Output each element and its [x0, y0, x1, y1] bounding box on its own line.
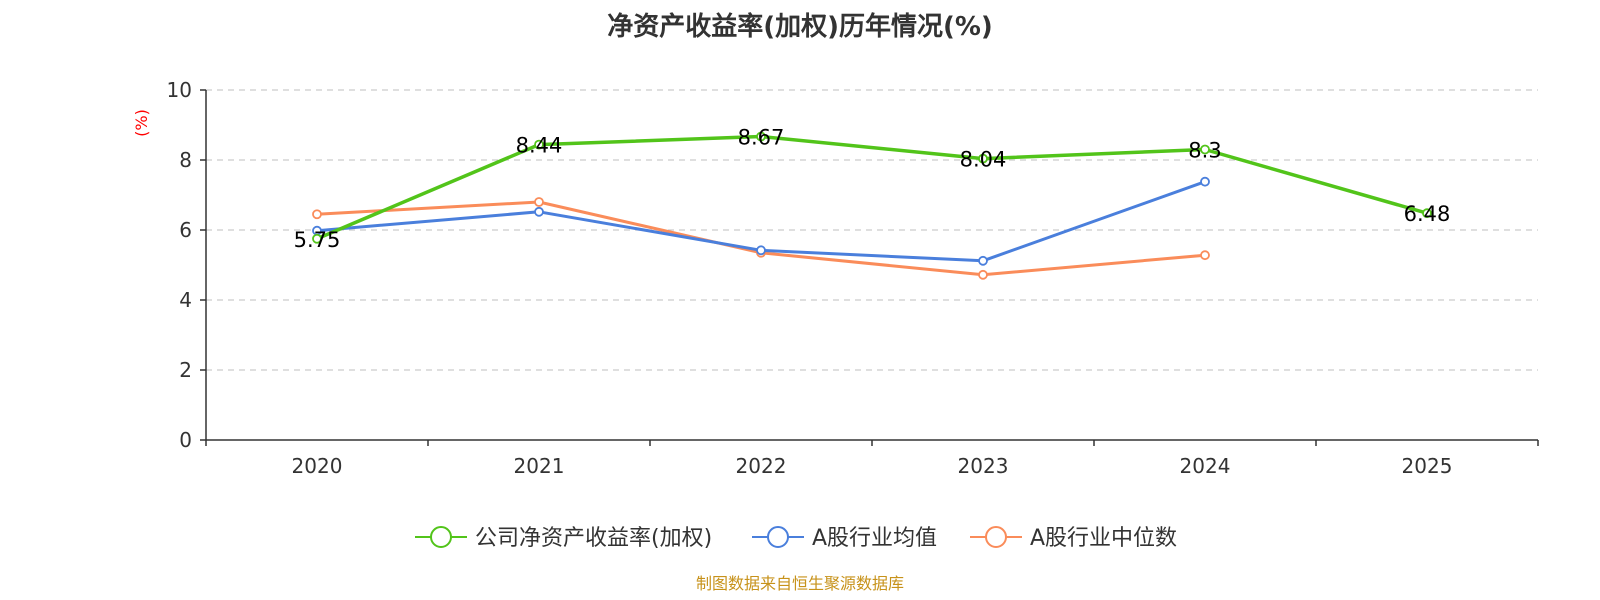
data-point	[312, 233, 322, 244]
y-tick-label: 6	[179, 218, 192, 242]
legend[interactable]: 公司净资产收益率(加权) A股行业均值 A股行业中位数	[415, 526, 1177, 551]
data-label: 5.75	[294, 228, 341, 252]
data-point	[312, 209, 322, 220]
grid-lines	[206, 89, 1538, 371]
data-label: 6.48	[1404, 202, 1451, 226]
data-label: 8.04	[960, 148, 1007, 172]
y-tick-label: 10	[167, 78, 192, 102]
data-point	[534, 206, 544, 217]
series-line-2	[316, 200, 1206, 277]
chart-title: 净资产收益率(加权)历年情况(%)	[607, 12, 993, 42]
legend-label: A股行业中位数	[1030, 526, 1177, 551]
series	[312, 131, 1432, 280]
data-label: 8.67	[738, 126, 785, 150]
x-tick-label: 2025	[1402, 454, 1453, 478]
x-tick-label: 2021	[514, 454, 565, 478]
y-tick-label: 8	[179, 148, 192, 172]
data-point	[534, 197, 544, 207]
data-point	[756, 245, 766, 256]
data-point	[1422, 208, 1432, 219]
data-point	[534, 139, 544, 150]
series-line-0	[316, 134, 1428, 241]
data-point	[978, 255, 988, 266]
data-point	[978, 153, 988, 164]
data-label: 8.3	[1188, 139, 1221, 163]
data-point	[1200, 250, 1210, 261]
legend-item-1[interactable]: A股行业均值	[752, 526, 937, 551]
data-point	[1200, 176, 1210, 187]
data-point	[1200, 144, 1210, 155]
y-tick-label: 2	[179, 358, 192, 382]
legend-marker	[767, 526, 789, 548]
legend-item-2[interactable]: A股行业中位数	[970, 526, 1177, 551]
data-point	[756, 131, 766, 142]
legend-item-0[interactable]: 公司净资产收益率(加权)	[415, 526, 712, 551]
y-axis-label: (%)	[132, 109, 151, 137]
data-labels: 5.75 8.44 8.67 8.04 8.3 6.48	[294, 126, 1451, 252]
y-tick-label: 4	[179, 288, 192, 312]
legend-label: A股行业均值	[812, 526, 937, 551]
x-tick-label: 2024	[1180, 454, 1231, 478]
data-label: 8.44	[516, 134, 563, 158]
axes: (%) 0 2 4 6 8 10 2020 2021 2022 2023 2024 2025	[132, 78, 1539, 478]
data-point	[978, 269, 988, 280]
x-tick-label: 2023	[958, 454, 1009, 478]
x-tick-label: 2020	[292, 454, 343, 478]
legend-marker	[985, 526, 1007, 548]
x-tick-label: 2022	[736, 454, 787, 478]
legend-label: 公司净资产收益率(加权)	[475, 526, 712, 551]
source-note: 制图数据来自恒生聚源数据库	[695, 574, 904, 593]
y-tick-label: 0	[179, 428, 192, 452]
legend-marker	[430, 526, 452, 548]
